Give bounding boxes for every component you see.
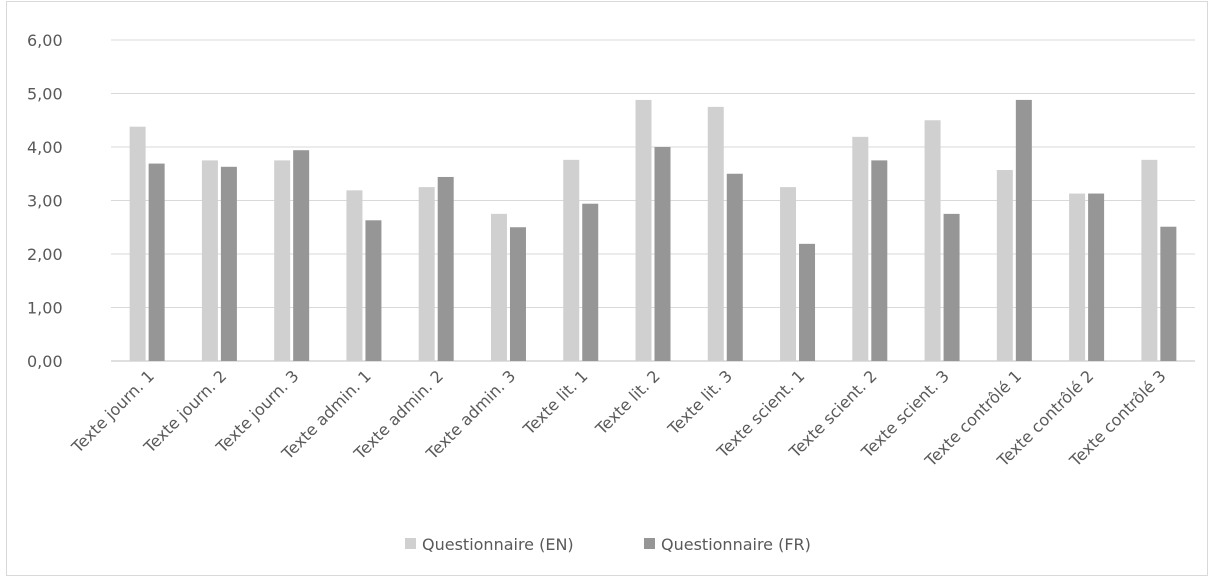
y-tick-label: 6,00: [27, 31, 63, 50]
bar-fr: [654, 147, 671, 361]
legend-label-en: Questionnaire (EN): [422, 535, 574, 554]
legend-swatch-fr: [644, 538, 655, 549]
bar-fr: [437, 176, 454, 361]
bar-fr: [799, 243, 816, 361]
x-tick-label: Texte lit. 3: [663, 366, 736, 439]
bar-en: [129, 126, 146, 361]
bar-en: [924, 120, 941, 361]
y-tick-label: 5,00: [27, 85, 63, 104]
bar-en: [563, 159, 580, 361]
x-tick-label: Texte lit. 2: [591, 366, 664, 439]
bar-fr: [726, 173, 743, 361]
bar-fr: [1088, 193, 1105, 361]
bar-fr: [293, 150, 310, 361]
bar-en: [707, 106, 724, 361]
y-tick-label: 2,00: [27, 245, 63, 264]
bar-en: [780, 187, 797, 361]
y-tick-label: 1,00: [27, 299, 63, 318]
bar-fr: [365, 220, 382, 361]
y-axis-tick-labels: 0,00 1,00 2,00 3,00 4,00 5,00 6,00: [27, 31, 63, 371]
bars: [129, 99, 1177, 362]
bar-en: [274, 160, 291, 361]
bar-en: [418, 187, 435, 361]
bar-fr: [1160, 226, 1177, 361]
legend-swatch-en: [405, 538, 416, 549]
bar-en: [490, 213, 507, 361]
bar-en: [1069, 193, 1086, 361]
bar-fr: [1015, 99, 1032, 362]
y-tick-label: 0,00: [27, 352, 63, 371]
legend: Questionnaire (EN) Questionnaire (FR): [405, 535, 811, 554]
bar-fr: [582, 203, 599, 361]
bar-fr: [871, 160, 888, 361]
x-tick-label: Texte lit. 1: [519, 366, 592, 439]
bar-chart: 0,00 1,00 2,00 3,00 4,00 5,00 6,00 Texte journ…: [27, 31, 1195, 554]
chart-area: 0,00 1,00 2,00 3,00 4,00 5,00 6,00 Texte journ…: [6, 1, 1208, 576]
gridlines: [111, 39, 1195, 362]
bar-en: [996, 170, 1013, 361]
legend-label-fr: Questionnaire (FR): [661, 535, 811, 554]
bar-en: [635, 99, 652, 362]
bar-fr: [148, 163, 165, 361]
bar-fr: [509, 227, 526, 361]
bar-en: [852, 136, 869, 361]
bar-fr: [220, 166, 237, 361]
y-tick-label: 4,00: [27, 138, 63, 157]
bar-en: [201, 160, 218, 361]
bar-en: [1141, 159, 1158, 361]
bar-fr: [943, 213, 960, 361]
y-tick-label: 3,00: [27, 192, 63, 211]
bar-en: [346, 190, 363, 361]
